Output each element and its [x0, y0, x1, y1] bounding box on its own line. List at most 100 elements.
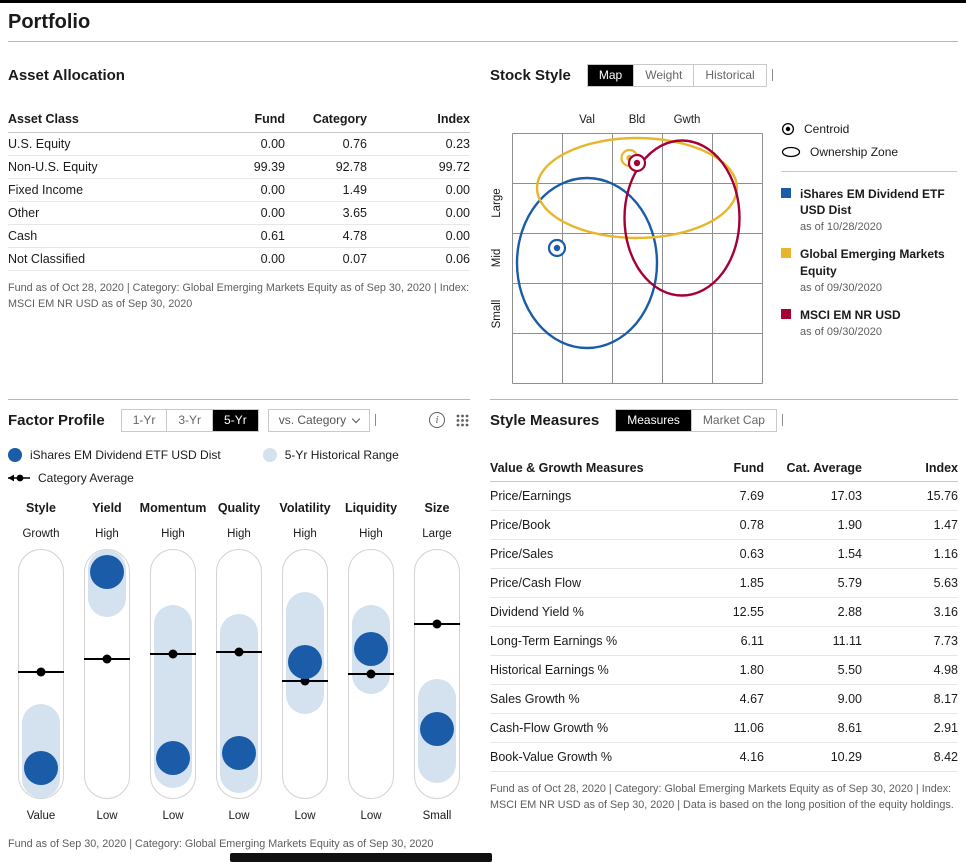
category-value: 3.65 — [285, 201, 367, 225]
row-label: U.S. Equity — [8, 132, 190, 156]
x-tick-gwth: Gwth — [673, 114, 701, 126]
category-name: Global Emerging Markets Equity — [800, 247, 945, 278]
category-value: 0.07 — [285, 247, 367, 271]
cat-average-value: 1.90 — [764, 510, 862, 540]
row-label: Sales Growth % — [490, 684, 702, 714]
row-label: Price/Sales — [490, 539, 702, 569]
row-label: Other — [8, 201, 190, 225]
tab-5yr[interactable]: 5-Yr — [212, 409, 258, 431]
factor-title: Momentum — [139, 501, 207, 515]
fund-value: 0.78 — [702, 510, 764, 540]
category-average-marker — [282, 676, 328, 686]
stock-style-tab-group: Map Weight Historical — [586, 63, 767, 87]
tab-1yr[interactable]: 1-Yr — [121, 409, 167, 431]
table-row: Long-Term Earnings % 6.11 11.11 7.73 — [490, 626, 958, 656]
tab-weight[interactable]: Weight — [633, 64, 694, 86]
index-value: 1.47 — [862, 510, 958, 540]
factor-profile-footnote: Fund as of Sep 30, 2020 | Category: Glob… — [8, 838, 434, 850]
category-color-swatch — [781, 248, 791, 259]
factor-column-size: Size Large Small — [404, 501, 470, 822]
stock-style-section: Stock Style Map Weight Historical Val Bl… — [490, 62, 958, 384]
factor-track — [282, 549, 328, 799]
tab-map[interactable]: Map — [587, 64, 634, 86]
row-label: Non-U.S. Equity — [8, 155, 190, 179]
fund-value: 6.11 — [702, 626, 764, 656]
range-legend-label: 5-Yr Historical Range — [284, 448, 399, 462]
table-row: U.S. Equity 0.00 0.76 0.23 — [8, 132, 470, 156]
style-measures-tab-group: Measures Market Cap — [615, 408, 777, 432]
fund-value: 1.85 — [702, 568, 764, 598]
row-label: Fixed Income — [8, 178, 190, 202]
fund-as-of-date: as of 10/28/2020 — [800, 221, 882, 234]
index-value: 0.00 — [367, 201, 470, 225]
legend-divider — [781, 171, 957, 172]
category-value: 1.49 — [285, 178, 367, 202]
index-value: 0.00 — [367, 224, 470, 248]
y-tick-small: Small — [491, 299, 503, 329]
fund-value: 4.16 — [702, 742, 764, 772]
ownership-zone-icon — [781, 146, 801, 158]
index-value: 8.42 — [862, 742, 958, 772]
factor-title: Style — [26, 501, 56, 515]
factor-track — [84, 549, 130, 799]
tab-3yr[interactable]: 3-Yr — [166, 409, 213, 431]
row-label: Long-Term Earnings % — [490, 626, 702, 656]
stock-style-legend: Centroid Ownership Zone iShares EM Divid… — [781, 114, 957, 384]
stock-style-map: Val Bld Gwth Large Mid Small Centroid — [490, 114, 958, 384]
table-row: Price/Cash Flow 1.85 5.79 5.63 — [490, 568, 958, 598]
tab-market-cap[interactable]: Market Cap — [690, 409, 776, 431]
fund-marker — [420, 711, 454, 746]
category-average-marker — [216, 647, 262, 657]
vs-category-dropdown[interactable]: vs. Category — [267, 408, 371, 432]
ownership-zone-chart — [512, 133, 763, 384]
col-header-index: Index — [862, 455, 958, 482]
factor-column-volatility: Volatility High Low — [272, 501, 338, 822]
factor-bottom-label: Low — [294, 810, 316, 822]
fund-value: 0.63 — [702, 539, 764, 569]
bottom-scrollbar-thumb[interactable] — [230, 853, 492, 862]
cat-average-value: 2.88 — [764, 597, 862, 627]
row-label: Book-Value Growth % — [490, 742, 702, 772]
fund-marker — [222, 736, 256, 771]
tab-historical[interactable]: Historical — [693, 64, 766, 86]
cat-average-value: 9.00 — [764, 684, 862, 714]
map-x-axis: Val Bld Gwth — [512, 114, 763, 133]
fund-marker — [288, 644, 322, 679]
row-label: Dividend Yield % — [490, 597, 702, 627]
historical-range-icon — [262, 448, 277, 462]
factor-title: Quality — [217, 501, 261, 515]
cat-average-value: 1.54 — [764, 539, 862, 569]
category-average-marker — [414, 619, 460, 629]
index-value: 7.73 — [862, 626, 958, 656]
stock-style-title: Stock Style — [490, 66, 571, 84]
table-row: Non-U.S. Equity 99.39 92.78 99.72 — [8, 155, 470, 179]
row-label: Price/Book — [490, 510, 702, 540]
tab-measures[interactable]: Measures — [616, 409, 691, 431]
index-value: 1.16 — [862, 539, 958, 569]
factor-track — [18, 549, 64, 799]
centroid-icon — [781, 122, 795, 136]
factor-bottom-label: Low — [228, 810, 250, 822]
col-header-measures: Value & Growth Measures — [490, 455, 702, 482]
row-label: Not Classified — [8, 247, 190, 271]
index-color-swatch — [781, 308, 791, 319]
info-icon[interactable]: i — [429, 412, 445, 428]
col-header-category: Category — [285, 106, 367, 133]
data-table-icon[interactable] — [455, 413, 470, 428]
table-row: Dividend Yield % 12.55 2.88 3.16 — [490, 597, 958, 627]
category-value: 4.78 — [285, 224, 367, 248]
factor-top-label: Large — [422, 528, 452, 540]
category-value: 0.76 — [285, 132, 367, 156]
row-label: Cash — [8, 224, 190, 248]
fund-marker — [24, 751, 58, 786]
fund-value: 11.06 — [702, 713, 764, 743]
x-tick-bld: Bld — [628, 114, 646, 126]
factor-profile-section: Factor Profile 1-Yr 3-Yr 5-Yr vs. Catego… — [8, 399, 470, 853]
row-label: Price/Cash Flow — [490, 568, 702, 598]
table-row: Price/Earnings 7.69 17.03 15.76 — [490, 481, 958, 511]
factor-track — [150, 549, 196, 799]
factor-top-label: High — [95, 528, 119, 540]
factor-bottom-label: Low — [96, 810, 118, 822]
ownership-zone-label: Ownership Zone — [810, 145, 899, 159]
category-average-marker — [18, 667, 64, 677]
